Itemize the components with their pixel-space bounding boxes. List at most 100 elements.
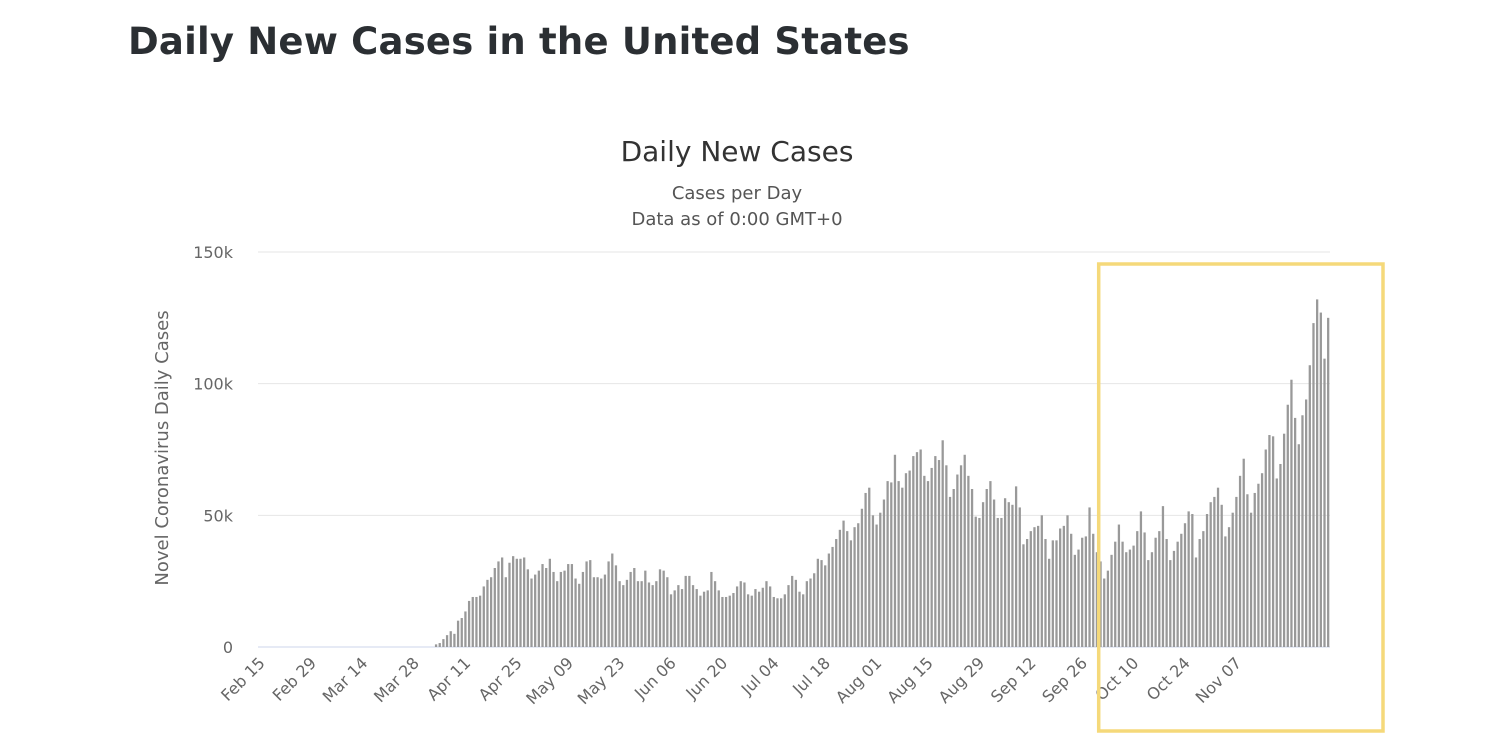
- bar: [574, 578, 577, 647]
- x-tick-label: Aug 01: [832, 653, 886, 707]
- bar: [1242, 458, 1245, 647]
- bar: [1125, 552, 1128, 647]
- bar: [772, 596, 775, 647]
- bar: [1048, 558, 1051, 647]
- bar: [1227, 527, 1231, 647]
- bar: [519, 558, 522, 647]
- x-tick-label: Jun 20: [681, 653, 731, 703]
- bar: [702, 591, 706, 647]
- bar: [512, 556, 515, 647]
- bar: [552, 571, 555, 647]
- bar: [1275, 478, 1278, 647]
- bar: [658, 569, 662, 647]
- bar: [816, 558, 819, 647]
- bar: [926, 481, 930, 647]
- bar: [1128, 549, 1132, 647]
- bar: [453, 633, 456, 647]
- bar: [1081, 537, 1084, 647]
- bar: [456, 620, 460, 647]
- bar: [467, 600, 471, 647]
- bar: [1268, 435, 1271, 647]
- bar: [603, 574, 607, 647]
- bar: [813, 573, 816, 647]
- bar: [578, 583, 581, 647]
- bar: [677, 585, 680, 647]
- bar: [1037, 525, 1040, 647]
- bar: [442, 639, 445, 647]
- bar: [1147, 560, 1150, 647]
- bar: [1312, 323, 1315, 647]
- bar: [1092, 533, 1095, 647]
- bar: [1099, 561, 1102, 647]
- bar: [820, 560, 823, 647]
- page-title: Daily New Cases in the United States: [128, 20, 910, 63]
- bar: [1025, 539, 1029, 647]
- x-tick-label: Mar 14: [319, 653, 372, 706]
- bar: [824, 565, 827, 647]
- bar: [963, 454, 966, 647]
- bar: [1224, 536, 1227, 647]
- bar: [710, 571, 713, 647]
- bar: [776, 598, 779, 647]
- bar: [1279, 463, 1282, 647]
- bar: [673, 590, 676, 647]
- bar: [1246, 494, 1249, 647]
- bar: [1077, 549, 1080, 647]
- bar: [1290, 379, 1293, 647]
- y-axis-label: Novel Coronavirus Daily Cases: [152, 310, 173, 585]
- bar: [912, 456, 915, 647]
- bar: [787, 585, 790, 647]
- bar: [1191, 514, 1194, 647]
- bar: [1319, 312, 1322, 647]
- x-tick-label: Apr 11: [423, 653, 474, 704]
- bar: [1286, 404, 1289, 647]
- bar: [545, 568, 548, 647]
- bar: [1213, 496, 1216, 647]
- bar: [475, 596, 478, 647]
- bar: [1070, 533, 1073, 647]
- bar: [794, 579, 797, 647]
- bar: [1073, 554, 1076, 647]
- bar: [915, 452, 919, 647]
- y-tick-label: 100k: [193, 375, 234, 394]
- bar: [1301, 415, 1304, 647]
- bar: [1044, 539, 1047, 647]
- bar: [449, 631, 452, 647]
- x-tick-label: Jul 18: [788, 653, 834, 699]
- bar: [765, 581, 768, 647]
- bar: [1176, 541, 1179, 647]
- bar: [1220, 504, 1223, 647]
- bar: [1209, 502, 1212, 647]
- bar: [1216, 487, 1220, 647]
- bar: [1033, 527, 1036, 647]
- bar: [1308, 365, 1311, 647]
- bar: [1018, 507, 1021, 647]
- bar: [478, 595, 482, 647]
- x-tick-label: Feb 29: [269, 653, 320, 704]
- bar: [780, 598, 783, 647]
- bar: [1194, 557, 1198, 647]
- bar: [1003, 498, 1007, 647]
- bar: [860, 508, 864, 647]
- bar: [662, 570, 665, 647]
- bar: [1293, 417, 1297, 647]
- bar: [864, 492, 867, 647]
- bar: [541, 564, 544, 647]
- bar: [717, 590, 720, 647]
- bar: [581, 571, 585, 647]
- bar: [680, 589, 684, 647]
- bar: [1327, 317, 1330, 647]
- bar: [460, 618, 463, 647]
- bar: [981, 502, 985, 647]
- x-tick-label: Aug 29: [935, 653, 989, 707]
- bar: [1117, 524, 1121, 647]
- y-axis-ticks: 0 50k 100k 150k: [193, 243, 234, 657]
- bar: [952, 489, 955, 647]
- bar: [827, 553, 831, 647]
- bar: [556, 581, 559, 647]
- bar: [438, 643, 441, 647]
- bar: [1169, 560, 1172, 647]
- bar: [567, 564, 570, 647]
- bar: [1114, 541, 1117, 647]
- bar: [434, 644, 438, 647]
